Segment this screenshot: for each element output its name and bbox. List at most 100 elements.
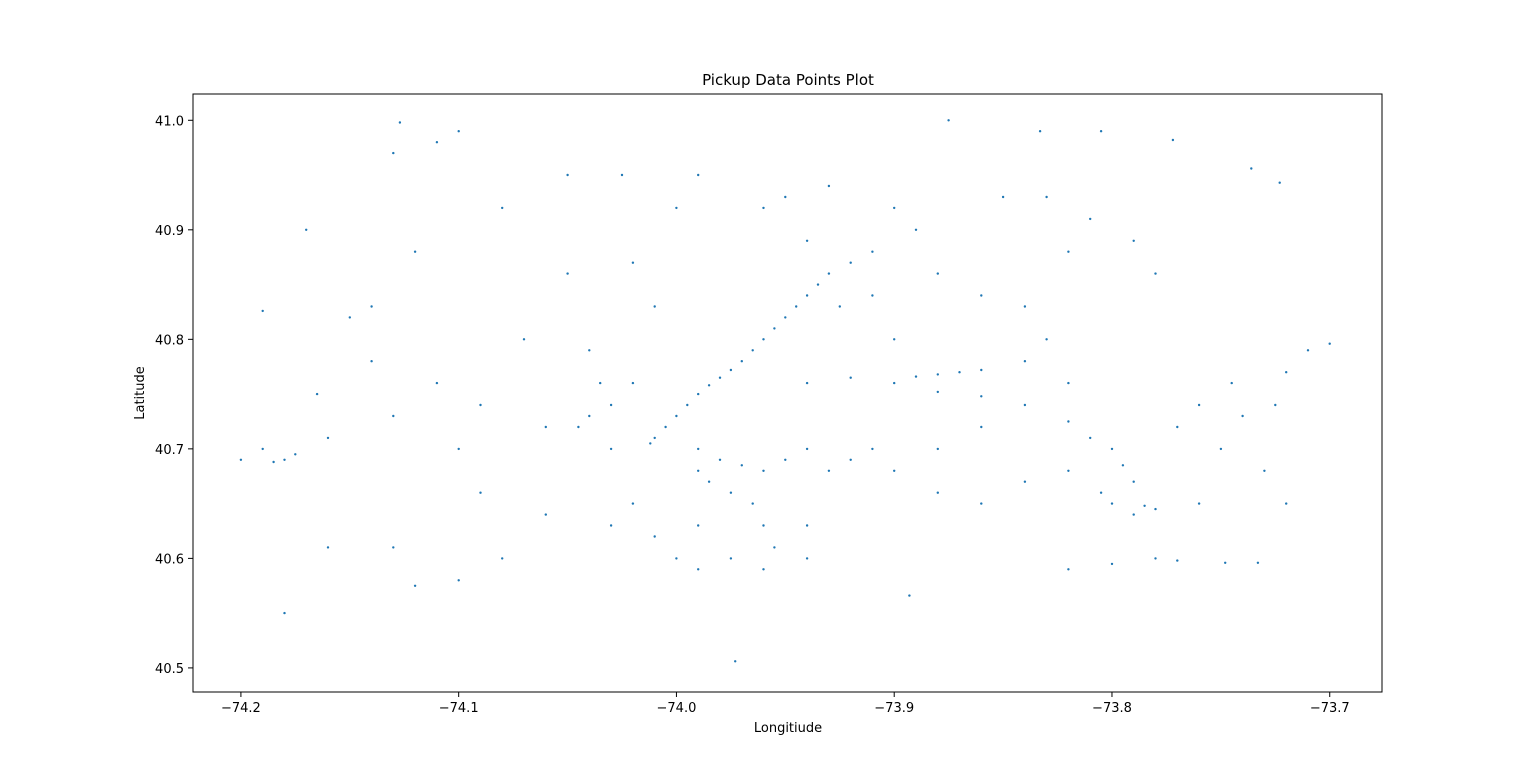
data-point bbox=[1132, 239, 1135, 242]
data-point bbox=[1121, 464, 1125, 467]
data-point bbox=[849, 376, 852, 379]
data-point bbox=[653, 305, 656, 308]
data-point bbox=[326, 436, 330, 440]
data-points bbox=[239, 119, 1331, 663]
data-point bbox=[1306, 349, 1310, 352]
data-point bbox=[849, 458, 852, 461]
x-tick-label: −74.2 bbox=[221, 701, 261, 716]
data-point bbox=[980, 368, 983, 372]
data-point bbox=[1197, 403, 1201, 407]
data-point bbox=[936, 390, 939, 394]
data-point bbox=[501, 206, 504, 210]
data-point bbox=[980, 502, 983, 505]
data-point bbox=[707, 480, 711, 483]
data-point bbox=[936, 491, 939, 494]
data-point bbox=[980, 294, 983, 297]
x-axis-label: Longitiude bbox=[754, 721, 822, 736]
data-point bbox=[838, 305, 841, 308]
data-point bbox=[392, 414, 395, 418]
data-point bbox=[272, 460, 275, 464]
data-point bbox=[740, 360, 743, 363]
data-point bbox=[773, 546, 776, 549]
data-point bbox=[544, 513, 547, 516]
data-point bbox=[435, 141, 439, 144]
data-point bbox=[784, 316, 787, 319]
data-point bbox=[609, 447, 613, 451]
data-point bbox=[1328, 342, 1331, 345]
data-point bbox=[893, 381, 896, 385]
data-point bbox=[697, 173, 700, 177]
data-point bbox=[1154, 507, 1157, 511]
data-point bbox=[805, 557, 809, 560]
data-point bbox=[827, 469, 831, 472]
data-point bbox=[762, 469, 765, 472]
data-point bbox=[1278, 181, 1281, 184]
data-point bbox=[1219, 447, 1223, 451]
data-point bbox=[588, 349, 591, 352]
data-point bbox=[305, 228, 308, 231]
data-point bbox=[740, 464, 743, 467]
data-point bbox=[729, 491, 733, 494]
data-point bbox=[697, 524, 700, 527]
data-point bbox=[631, 261, 635, 264]
y-tick-label: 41.0 bbox=[155, 114, 184, 129]
plot-frame bbox=[192, 93, 1383, 693]
data-point bbox=[849, 261, 852, 264]
data-point bbox=[1045, 338, 1048, 341]
data-point bbox=[1224, 561, 1227, 564]
data-point bbox=[805, 239, 809, 242]
data-point bbox=[1241, 414, 1244, 418]
y-tick-label: 40.5 bbox=[155, 662, 184, 677]
data-point bbox=[544, 425, 547, 429]
data-point bbox=[762, 524, 765, 527]
data-point bbox=[697, 392, 700, 396]
data-point bbox=[649, 442, 652, 445]
data-point bbox=[1067, 250, 1070, 253]
x-tick-label: −74.1 bbox=[439, 701, 479, 716]
data-point bbox=[479, 403, 482, 407]
data-point bbox=[1038, 130, 1042, 133]
data-point bbox=[805, 447, 809, 451]
data-point bbox=[370, 305, 373, 308]
data-point bbox=[1154, 557, 1157, 560]
data-point bbox=[936, 373, 939, 376]
data-point bbox=[239, 458, 243, 461]
data-point bbox=[947, 119, 950, 122]
data-point bbox=[936, 272, 939, 275]
data-point bbox=[599, 381, 602, 385]
data-point bbox=[1045, 195, 1048, 199]
x-tick-label: −73.7 bbox=[1310, 701, 1350, 716]
data-point bbox=[398, 121, 402, 124]
data-point bbox=[413, 250, 417, 253]
y-tick-label: 40.6 bbox=[155, 552, 184, 567]
data-point bbox=[1110, 447, 1114, 451]
data-point bbox=[762, 338, 765, 341]
data-point bbox=[1132, 513, 1135, 516]
data-point bbox=[1023, 305, 1027, 308]
data-point bbox=[980, 395, 983, 398]
data-point bbox=[566, 173, 569, 177]
data-point bbox=[392, 151, 395, 155]
data-point bbox=[697, 568, 700, 571]
data-point bbox=[435, 381, 439, 385]
data-point bbox=[370, 360, 373, 363]
data-point bbox=[751, 349, 754, 352]
data-point bbox=[784, 195, 787, 199]
x-axis: −74.2 −74.1 −74.0 −73.9 −73.8 −73.7 bbox=[221, 692, 1350, 716]
data-point bbox=[707, 384, 711, 387]
y-tick-label: 40.9 bbox=[155, 224, 184, 239]
data-point bbox=[1256, 561, 1260, 564]
data-point bbox=[893, 338, 896, 341]
data-point bbox=[457, 447, 460, 451]
data-point bbox=[936, 447, 939, 451]
data-point bbox=[653, 535, 656, 538]
data-point bbox=[1171, 138, 1175, 142]
data-point bbox=[283, 611, 286, 615]
data-point bbox=[653, 436, 656, 440]
data-point bbox=[348, 316, 351, 319]
data-point bbox=[631, 502, 635, 505]
data-point bbox=[1023, 480, 1027, 483]
